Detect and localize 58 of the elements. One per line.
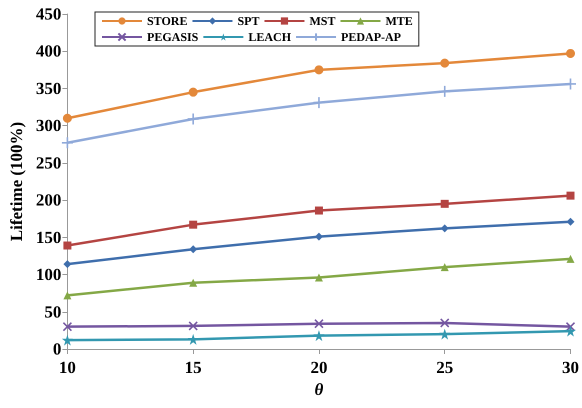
- y-tick-label: 150: [36, 228, 62, 247]
- legend-label: MST: [309, 14, 336, 28]
- point: [566, 218, 574, 226]
- point: [186, 112, 200, 126]
- y-tick-label: 400: [36, 42, 62, 61]
- point: [440, 58, 450, 68]
- point: [188, 88, 198, 97]
- point: [61, 136, 74, 150]
- point: [440, 318, 450, 328]
- y-tick-label: 300: [36, 116, 62, 136]
- point: [440, 224, 449, 232]
- point: [189, 245, 198, 254]
- point: [439, 328, 450, 340]
- y-tick-label: 200: [36, 190, 62, 210]
- point: [62, 334, 73, 346]
- x-axis-title: θ: [314, 380, 324, 399]
- point: [63, 260, 72, 268]
- y-tick-label: 0: [52, 340, 62, 358]
- point: [314, 65, 324, 74]
- x-tick-label: 25: [436, 358, 454, 377]
- point: [313, 330, 324, 342]
- legend-label: SPT: [237, 14, 260, 28]
- x-tick-label: 20: [310, 358, 328, 377]
- legend-label: PEDAP-AP: [341, 30, 402, 44]
- point: [566, 48, 575, 58]
- point: [189, 220, 198, 229]
- y-tick-label: 100: [36, 265, 62, 284]
- legend-label: MTE: [385, 14, 413, 28]
- point: [314, 206, 323, 215]
- point: [189, 278, 198, 287]
- point: [564, 78, 577, 90]
- x-tick-label: 15: [184, 358, 202, 377]
- point: [314, 318, 324, 328]
- y-tick-label: 450: [36, 4, 62, 24]
- point: [440, 200, 449, 208]
- point: [314, 274, 323, 282]
- x-tick-label: 30: [562, 358, 579, 377]
- legend-label: STORE: [147, 14, 188, 28]
- point: [438, 85, 452, 98]
- point: [566, 322, 576, 332]
- point: [62, 322, 72, 332]
- point: [63, 242, 72, 250]
- point: [312, 96, 326, 109]
- point: [62, 114, 72, 123]
- legend-label: LEACH: [248, 30, 292, 44]
- point: [566, 192, 574, 200]
- point: [440, 263, 449, 272]
- point: [565, 326, 576, 337]
- x-tick-label: 10: [58, 358, 76, 377]
- y-tick-label: 50: [44, 302, 62, 322]
- point: [566, 254, 574, 263]
- point: [63, 291, 72, 300]
- point: [188, 321, 198, 331]
- y-axis-title: Lifetime (100%): [7, 122, 26, 242]
- point: [314, 232, 323, 241]
- legend-label: PEGASIS: [147, 30, 199, 44]
- y-tick-label: 250: [36, 153, 62, 172]
- y-tick-label: 350: [36, 78, 62, 98]
